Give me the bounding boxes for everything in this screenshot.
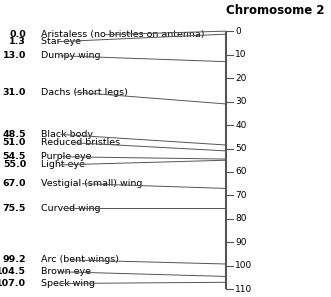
Text: 67.0: 67.0 [3,179,26,188]
Text: Arc (bent wings): Arc (bent wings) [41,255,118,265]
Text: 48.5: 48.5 [2,130,26,139]
Text: 99.2: 99.2 [2,255,26,265]
Text: Purple eye: Purple eye [41,152,91,161]
Text: 0.0: 0.0 [9,30,26,39]
Text: 1.3: 1.3 [9,37,26,46]
Text: 107.0: 107.0 [0,279,26,288]
Text: 104.5: 104.5 [0,267,26,276]
Text: Chromosome 2: Chromosome 2 [226,4,324,17]
Text: Light eye: Light eye [41,160,85,169]
Text: 54.5: 54.5 [3,152,26,161]
Text: 13.0: 13.0 [3,51,26,60]
Text: 50: 50 [235,144,247,153]
Text: 31.0: 31.0 [3,88,26,97]
Text: Star eye: Star eye [41,37,81,46]
Text: Dachs (short legs): Dachs (short legs) [41,88,127,97]
Text: 70: 70 [235,191,247,200]
Text: Vestigial (small) wing: Vestigial (small) wing [41,179,142,188]
Text: 0: 0 [235,27,241,36]
Text: 20: 20 [235,74,247,83]
Text: 100: 100 [235,261,253,270]
Text: 75.5: 75.5 [3,204,26,213]
Text: 51.0: 51.0 [3,138,26,147]
Text: 90: 90 [235,238,247,247]
Text: 60: 60 [235,168,247,176]
Text: Dumpy wing: Dumpy wing [41,51,100,60]
Text: 80: 80 [235,214,247,223]
Text: 40: 40 [235,121,247,129]
Text: Reduced bristles: Reduced bristles [41,138,120,147]
Text: Speck wing: Speck wing [41,279,95,288]
Text: 30: 30 [235,97,247,106]
Text: 10: 10 [235,50,247,59]
Text: 110: 110 [235,285,253,294]
Text: Black body: Black body [41,130,93,139]
Text: Aristaless (no bristles on antenna): Aristaless (no bristles on antenna) [41,30,204,39]
Text: Curved wing: Curved wing [41,204,100,213]
Text: 55.0: 55.0 [3,160,26,169]
Text: Brown eye: Brown eye [41,267,91,276]
